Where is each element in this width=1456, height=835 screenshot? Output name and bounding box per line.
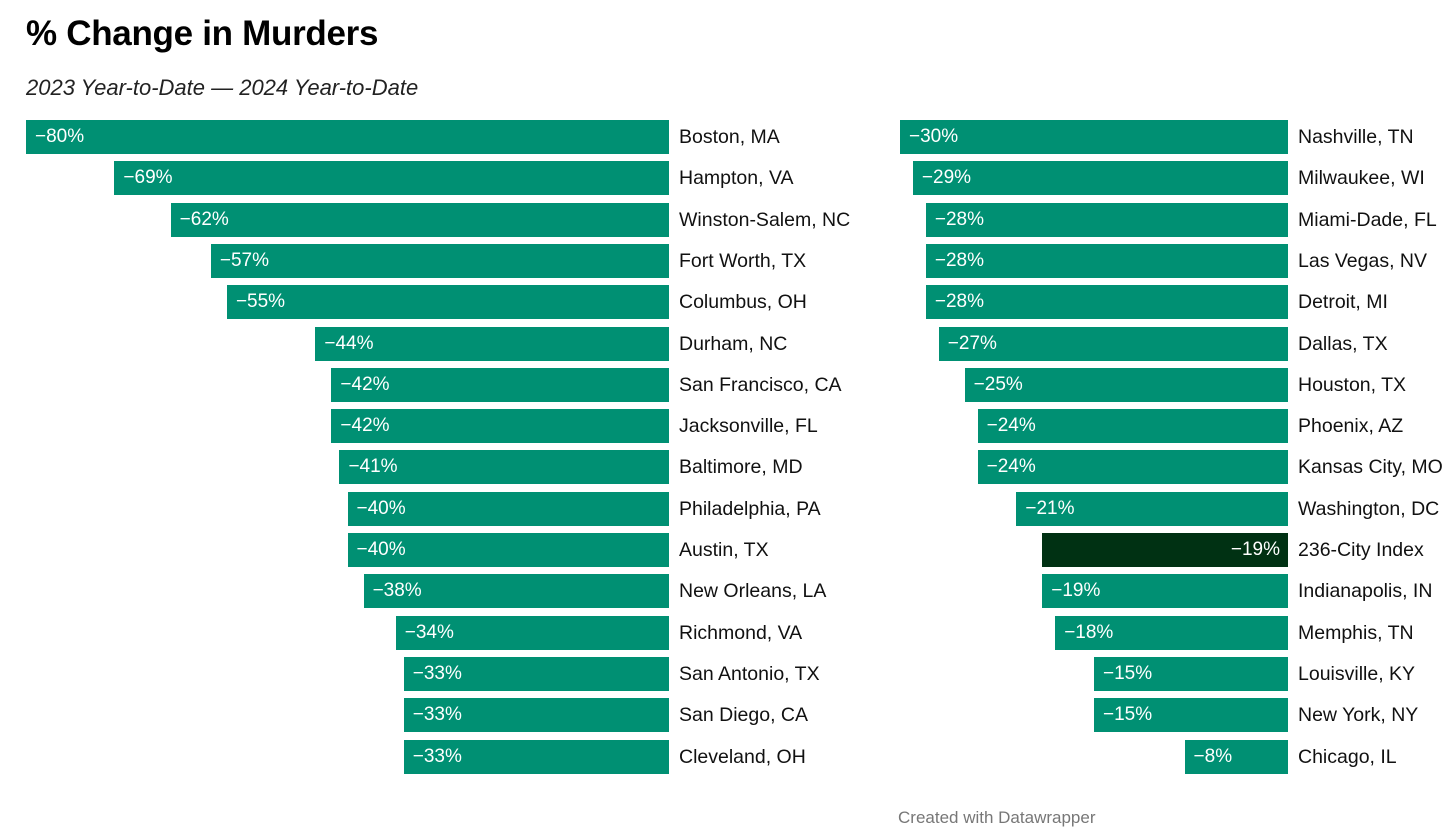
bar-value-label: −40% (356, 497, 406, 519)
bar: −38% (363, 574, 669, 609)
category-label: Philadelphia, PA (679, 497, 821, 520)
category-label: Austin, TX (679, 539, 769, 561)
bar: −57% (210, 243, 669, 278)
bar-value-label: −33% (412, 704, 462, 726)
category-label: San Antonio, TX (679, 662, 820, 685)
bar-value-label: −8% (1193, 745, 1233, 767)
bar: −62% (170, 202, 669, 237)
category-label: Dallas, TX (1298, 332, 1388, 355)
bar-value-label: −28% (934, 249, 984, 271)
category-label: Durham, NC (679, 332, 788, 355)
bar-value-label: −34% (404, 621, 454, 643)
bar-value-label: −80% (35, 126, 85, 147)
bar: −15% (1094, 698, 1288, 733)
bar: −33% (403, 698, 669, 733)
bar: −33% (403, 739, 669, 774)
bar-value-label: −33% (412, 745, 462, 767)
bar-value-label: −28% (934, 208, 984, 230)
bar-value-label: −44% (324, 332, 374, 354)
bar-value-label: −15% (1103, 662, 1153, 684)
bar-value-label: −41% (348, 456, 398, 478)
category-label: Memphis, TN (1298, 621, 1414, 644)
category-label: Louisville, KY (1298, 662, 1416, 685)
bar: −42% (331, 409, 669, 444)
bar: −33% (403, 656, 669, 691)
bar-value-label: −62% (179, 208, 229, 230)
bar: −15% (1094, 656, 1288, 691)
bar: −24% (977, 409, 1288, 444)
bar: −19% (1042, 574, 1288, 609)
category-label: Detroit, MI (1298, 291, 1388, 314)
bar: −28% (925, 202, 1288, 237)
category-label: Winston-Salem, NC (679, 208, 851, 231)
bar-value-label: −18% (1064, 621, 1114, 643)
bar-value-label: −19% (1230, 539, 1280, 560)
category-label: Las Vegas, NV (1298, 249, 1427, 272)
category-label: Milwaukee, WI (1298, 167, 1425, 190)
bar: −40% (347, 491, 669, 526)
category-label: Richmond, VA (679, 621, 803, 644)
chart-title: % Change in Murders (26, 14, 379, 53)
category-label: Jacksonville, FL (679, 415, 818, 438)
category-label: Miami-Dade, FL (1298, 208, 1437, 231)
bar: −21% (1016, 491, 1288, 526)
category-label: New Orleans, LA (679, 580, 827, 603)
chart-subtitle: 2023 Year-to-Date — 2024 Year-to-Date (26, 75, 419, 100)
bar: −42% (331, 367, 669, 402)
category-label: Cleveland, OH (679, 745, 806, 768)
bar-value-label: −29% (921, 167, 972, 189)
bar-value-label: −21% (1025, 497, 1075, 519)
bar: −28% (925, 243, 1288, 278)
bar: −19% (1042, 533, 1288, 567)
category-label: Nashville, TN (1298, 126, 1414, 148)
bar-value-label: −19% (1051, 580, 1101, 602)
category-label: San Diego, CA (679, 704, 808, 727)
bar: −18% (1055, 615, 1288, 650)
bar-value-label: −57% (219, 249, 269, 271)
bar: −24% (977, 450, 1288, 485)
bar-value-label: −38% (372, 580, 422, 602)
bar: −29% (912, 161, 1288, 196)
category-label: Fort Worth, TX (679, 249, 807, 272)
bar: −41% (339, 450, 669, 485)
bar: −25% (964, 367, 1288, 402)
category-label: Columbus, OH (679, 291, 807, 314)
bar-value-label: −27% (947, 332, 997, 354)
category-label: Phoenix, AZ (1298, 415, 1404, 438)
bar-value-label: −25% (973, 373, 1023, 395)
category-label: Boston, MA (679, 126, 780, 148)
category-label: Baltimore, MD (679, 456, 803, 479)
bar-value-label: −28% (934, 291, 984, 313)
bar: −69% (114, 161, 669, 196)
bar-value-label: −42% (340, 373, 390, 395)
category-label: San Francisco, CA (679, 373, 842, 396)
category-label: Houston, TX (1298, 373, 1407, 396)
bar-value-label: −24% (986, 415, 1036, 437)
bar: −34% (395, 615, 669, 650)
bar-value-label: −33% (412, 662, 462, 684)
bar: −27% (938, 326, 1288, 361)
bar-value-label: −69% (123, 167, 173, 189)
category-label: Kansas City, MO (1298, 456, 1443, 479)
category-label: Indianapolis, IN (1298, 580, 1433, 603)
bar-value-label: −55% (235, 291, 286, 313)
bar: −80% (26, 120, 669, 154)
category-label: Chicago, IL (1298, 745, 1397, 768)
bar: −30% (900, 120, 1288, 154)
bar: −55% (226, 285, 669, 320)
bar: −40% (347, 533, 669, 567)
bar-value-label: −30% (909, 126, 959, 147)
bar: −44% (315, 326, 669, 361)
datawrapper-credit: Created with Datawrapper (898, 808, 1096, 827)
bar: −28% (925, 285, 1288, 320)
bar: −8% (1184, 739, 1288, 774)
bar-value-label: −15% (1103, 704, 1153, 726)
category-label: 236-City Index (1298, 539, 1424, 561)
bar-value-label: −24% (986, 456, 1036, 478)
category-label: New York, NY (1298, 704, 1419, 727)
bar-value-label: −42% (340, 415, 390, 437)
bar-value-label: −40% (356, 539, 406, 560)
category-label: Hampton, VA (679, 167, 794, 190)
category-label: Washington, DC (1298, 497, 1440, 520)
